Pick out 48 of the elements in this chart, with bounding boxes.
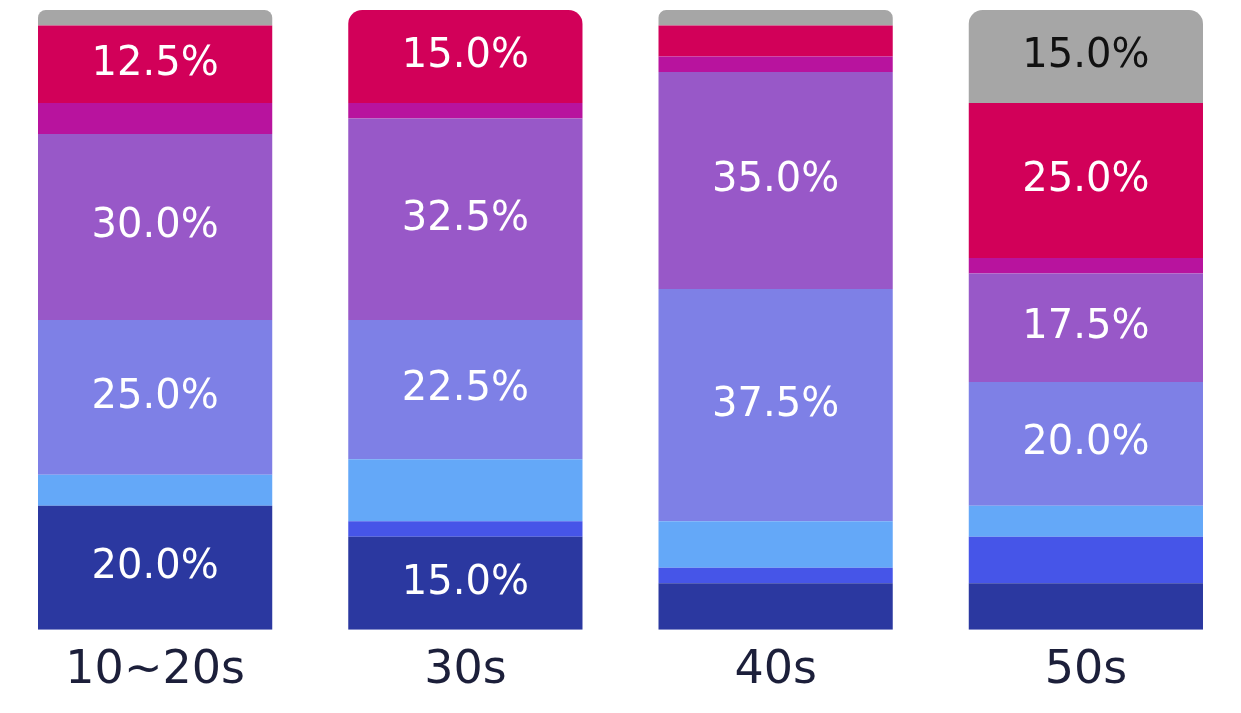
data-label: 37.5% — [712, 378, 840, 425]
bar — [658, 71, 893, 289]
bar — [348, 118, 583, 320]
data-label: 30.0% — [91, 200, 219, 247]
data-label: 15.0% — [1022, 29, 1150, 76]
bar — [348, 319, 583, 460]
bar — [658, 288, 893, 522]
bar — [968, 505, 1203, 537]
bar — [348, 102, 583, 119]
bar — [658, 25, 893, 57]
bar — [658, 10, 893, 26]
bar — [348, 536, 583, 630]
data-label: 20.0% — [91, 541, 219, 588]
bar — [658, 583, 893, 630]
bar — [38, 102, 273, 134]
data-label: 22.5% — [401, 363, 529, 410]
data-label: 25.0% — [1022, 153, 1150, 200]
x-tick-label: 30s — [424, 640, 507, 695]
data-label: 20.0% — [1022, 417, 1150, 464]
bar — [348, 10, 583, 103]
data-label: 35.0% — [712, 153, 840, 200]
bar — [968, 381, 1203, 506]
data-label: 15.0% — [401, 556, 529, 603]
bar — [968, 273, 1203, 382]
x-tick-label: 10~20s — [65, 640, 245, 695]
bar — [348, 459, 583, 522]
bar — [348, 521, 583, 537]
data-label: 32.5% — [401, 192, 529, 239]
bar — [968, 257, 1203, 274]
x-tick-label: 40s — [734, 640, 817, 695]
bar — [38, 10, 273, 26]
bar — [38, 25, 273, 103]
bar — [968, 102, 1203, 258]
bar — [38, 474, 273, 506]
bar — [658, 521, 893, 568]
data-label: 12.5% — [91, 37, 219, 84]
bar — [38, 505, 273, 630]
bar — [38, 133, 273, 320]
data-label: 17.5% — [1022, 301, 1150, 348]
data-label: 15.0% — [401, 29, 529, 76]
bar — [968, 583, 1203, 630]
bar — [968, 536, 1203, 584]
data-label: 25.0% — [91, 370, 219, 417]
bar — [968, 10, 1203, 103]
bar — [38, 319, 273, 475]
bar — [658, 567, 893, 584]
bar — [658, 56, 893, 72]
x-tick-label: 50s — [1044, 640, 1128, 695]
